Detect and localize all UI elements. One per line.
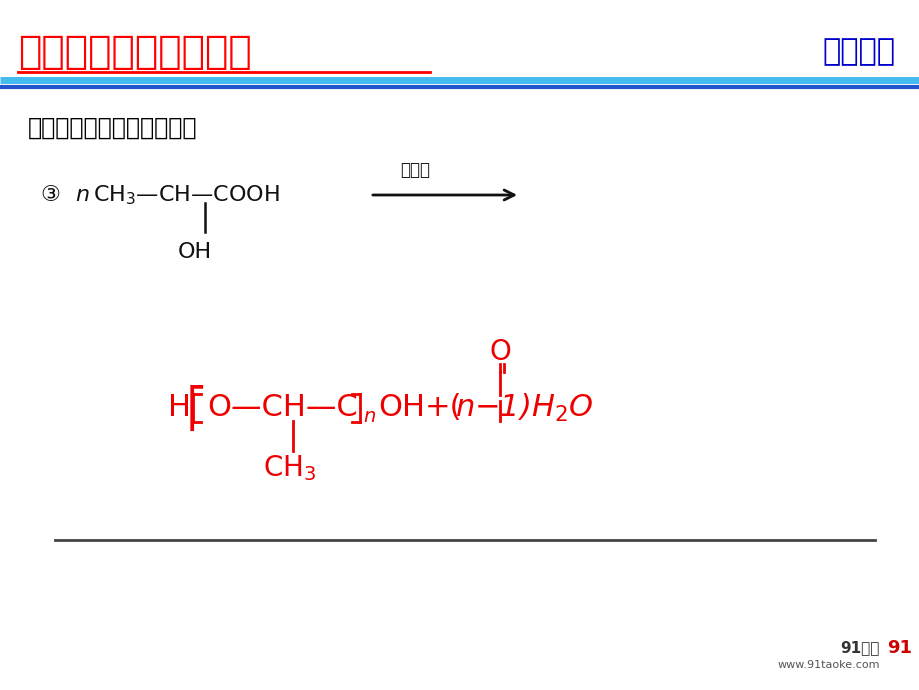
Text: H: H [168,393,191,422]
Text: 催化剂: 催化剂 [400,161,429,179]
Text: CH$_3$—CH—COOH: CH$_3$—CH—COOH [93,184,279,207]
Text: n: n [363,406,375,426]
Text: O: O [489,338,510,366]
Text: $n$: $n$ [75,185,89,205]
Text: 91: 91 [887,639,912,657]
Text: 91淘课: 91淘课 [840,640,879,656]
Text: 温故知新: 温故知新 [821,37,894,66]
Text: O—CH—C: O—CH—C [207,393,357,422]
Text: OH: OH [378,393,425,422]
Text: +(: +( [425,393,462,422]
Text: ⎡: ⎡ [187,385,206,431]
Text: ③: ③ [40,185,60,205]
Text: 写出下列聚合反应的产物：: 写出下列聚合反应的产物： [28,116,198,140]
Text: OH: OH [177,242,212,262]
Text: 应用广泛的高分子材料: 应用广泛的高分子材料 [18,33,252,71]
Text: CH$_3$: CH$_3$ [263,453,316,483]
Text: www.91taoke.com: www.91taoke.com [777,660,879,670]
Text: $n$−1)H$_2$O: $n$−1)H$_2$O [455,392,593,424]
